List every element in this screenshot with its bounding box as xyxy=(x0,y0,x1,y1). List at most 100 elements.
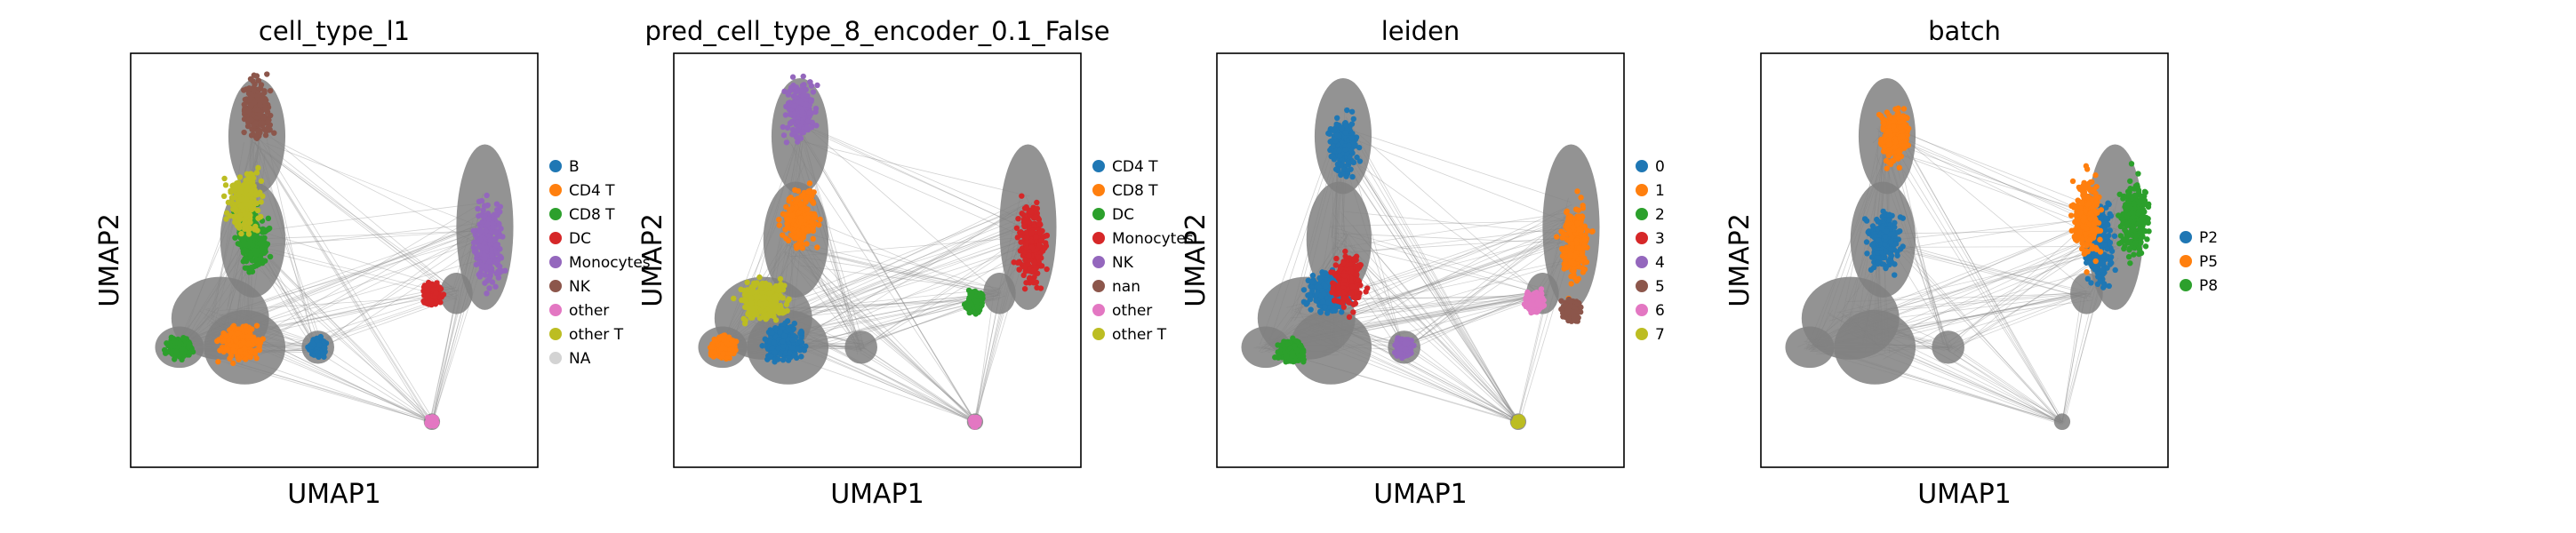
legend-marker xyxy=(1092,328,1105,340)
cell-point-Monocytes xyxy=(1015,259,1022,266)
legend-marker xyxy=(1092,256,1105,268)
cell-point-CD4-T xyxy=(256,346,263,354)
cell-point-Monocytes xyxy=(1030,267,1037,274)
cell-point-Monocytes xyxy=(1028,208,1035,215)
cell-point-CD4-T xyxy=(769,345,775,352)
cell-point-DC xyxy=(433,290,439,297)
cell-point-Monocytes xyxy=(1022,219,1028,225)
cell-point-Monocytes xyxy=(494,258,501,264)
cell-point-NK xyxy=(264,71,270,77)
cell-point-CD4-T xyxy=(240,333,246,339)
cell-point-Monocytes xyxy=(1044,266,1050,273)
legend-marker xyxy=(549,184,562,196)
cell-point-CD8-T xyxy=(265,215,272,222)
cell-point-NK xyxy=(245,107,252,115)
edge-line xyxy=(254,230,474,246)
cell-point-CD8-T xyxy=(249,258,256,264)
cell-point-CD4-T xyxy=(245,340,252,346)
cell-point-CD4-T xyxy=(237,348,244,355)
legend-label: NA xyxy=(569,350,591,368)
cell-point-CD4-T xyxy=(789,337,796,343)
cell-point-other-T xyxy=(254,207,261,214)
cell-point-CD8-T xyxy=(797,218,804,224)
cell-point-DC xyxy=(969,291,975,298)
cell-point-other-T xyxy=(220,193,228,199)
cell-point-CD8-T xyxy=(799,205,805,212)
cell-point-Monocytes xyxy=(1020,211,1027,219)
cell-point-NK xyxy=(247,76,254,83)
cell-point-Monocytes xyxy=(1028,229,1035,236)
cell-point-NK xyxy=(257,101,263,108)
x-axis-label: UMAP1 xyxy=(287,479,381,510)
panel-title: pred_cell_type_8_encoder_0.1_False xyxy=(644,16,1109,46)
cell-point-NK xyxy=(787,111,794,118)
edge-lines xyxy=(1253,107,1580,426)
cell-point-Monocytes xyxy=(1021,285,1028,292)
cell-point-CD4-T xyxy=(775,356,781,362)
cell-point-NK xyxy=(804,124,811,131)
legend-label: NK xyxy=(569,278,591,296)
cell-point-CD4-T xyxy=(780,356,787,363)
cell-point-other-T xyxy=(237,196,244,203)
cell-point-Monocytes xyxy=(486,285,492,291)
cell-point-other-T xyxy=(238,203,244,210)
cell-point-NK xyxy=(265,124,272,131)
cell-point-other-T xyxy=(247,219,253,226)
cell-point-other-T xyxy=(781,282,788,289)
cell-point-NK xyxy=(801,91,808,98)
cell-point-other-T xyxy=(231,204,238,211)
cell-point-NK xyxy=(781,88,788,95)
cell-point-CD8-T xyxy=(255,248,261,254)
cell-point-NK xyxy=(262,107,268,113)
cell-point-CD8-T xyxy=(810,235,816,243)
cell-point-NK xyxy=(799,83,806,89)
cell-point-CD4-T xyxy=(801,347,808,354)
cell-point-CD8-T xyxy=(243,255,249,261)
cell-point-Monocytes xyxy=(477,227,484,235)
cell-point-Monocytes xyxy=(1036,242,1043,249)
cell-point-DC xyxy=(424,282,431,288)
edge-line xyxy=(429,294,458,421)
cell-point-Monocytes xyxy=(486,274,493,281)
cell-point-CD4-T xyxy=(234,330,241,337)
cell-point-NK xyxy=(800,73,806,80)
cell-point-other-T xyxy=(255,215,261,221)
cell-point-Monocytes xyxy=(1015,215,1021,222)
cell-point-Monocytes xyxy=(495,274,502,281)
cell-point-CD8-T xyxy=(776,222,782,228)
edge-line xyxy=(800,265,1004,292)
legend-label: CD8 T xyxy=(569,206,615,224)
cell-point-other-T xyxy=(741,291,748,298)
cell-point-CD4-T xyxy=(780,338,786,345)
cell-point-Monocytes xyxy=(475,205,481,212)
cell-point-CD8-T xyxy=(720,332,727,338)
cell-point-CD8-T xyxy=(186,343,193,349)
cell-point-other-T xyxy=(237,189,244,195)
edge-line xyxy=(256,245,451,295)
background-blob xyxy=(440,272,473,314)
edge-line xyxy=(250,230,476,240)
edge-line xyxy=(237,235,485,309)
cell-point-CD8-T xyxy=(232,235,238,241)
cell-point-other-T xyxy=(744,279,750,286)
cell-point-other xyxy=(428,418,434,425)
cell-point-DC xyxy=(440,291,447,298)
cell-point-Monocytes xyxy=(497,269,503,275)
cell-point-NK xyxy=(252,120,260,127)
edge-line xyxy=(247,221,494,250)
cell-point-CD4-T xyxy=(253,338,260,345)
cell-point-CD8-T xyxy=(812,215,818,221)
edge-line xyxy=(250,123,435,422)
cell-point-other-T xyxy=(258,178,265,185)
legend-marker xyxy=(1092,160,1105,172)
cell-point-other-T xyxy=(738,286,744,293)
cell-point-B xyxy=(308,340,316,346)
cell-point-other-T xyxy=(246,202,253,208)
edge-line xyxy=(251,140,459,300)
cell-point-NK xyxy=(259,95,265,101)
cell-point-NK xyxy=(248,116,254,123)
cell-point-CD8-T xyxy=(162,350,169,356)
cell-point-CD8-T xyxy=(805,188,812,195)
